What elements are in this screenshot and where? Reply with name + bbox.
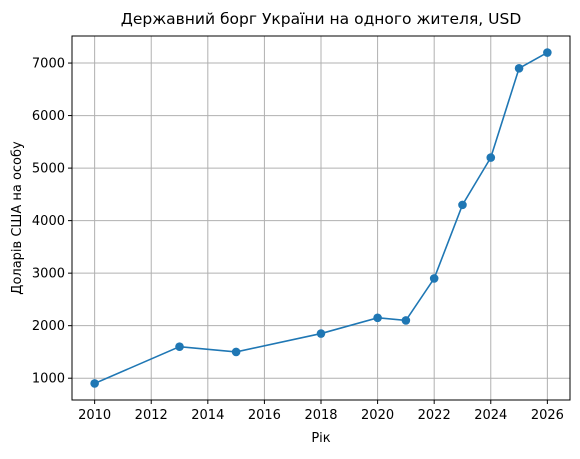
data-point [486, 153, 496, 162]
data-point [90, 379, 99, 388]
x-tick-label: 2024 [474, 408, 507, 423]
y-axis-title: Доларів США на особу [10, 141, 25, 295]
x-axis-title: Рік [311, 431, 330, 446]
data-series [90, 48, 552, 388]
chart-title: Державний борг України на одного жителя,… [121, 10, 522, 28]
data-point [175, 342, 184, 351]
x-tick-label: 2022 [418, 408, 451, 423]
x-tick-label: 2018 [304, 408, 337, 423]
x-tick-label: 2010 [78, 408, 111, 423]
axis-ticks: 2010 2012 2014 2016 2018 2020 2022 2024 2026 1000… [32, 57, 564, 423]
plot-frame [71, 35, 571, 401]
data-point [429, 274, 439, 283]
y-tick-label: 2000 [32, 319, 65, 334]
y-tick-label: 1000 [32, 372, 65, 387]
y-tick-label: 5000 [32, 162, 65, 177]
x-tick-label: 2016 [248, 408, 281, 423]
y-tick-label: 4000 [32, 214, 65, 229]
data-point [401, 316, 411, 325]
grid-lines [72, 36, 570, 400]
data-point [458, 200, 467, 210]
data-point [543, 48, 552, 57]
x-tick-label: 2026 [531, 408, 564, 423]
data-point [373, 313, 382, 323]
data-point [316, 329, 326, 338]
y-tick-label: 6000 [32, 109, 65, 124]
x-tick-label: 2020 [361, 408, 394, 423]
data-point [514, 64, 524, 73]
x-tick-label: 2014 [191, 408, 224, 423]
x-tick-label: 2012 [135, 408, 168, 423]
y-tick-label: 7000 [32, 57, 65, 72]
data-point [231, 347, 241, 357]
y-tick-label: 3000 [32, 267, 65, 282]
